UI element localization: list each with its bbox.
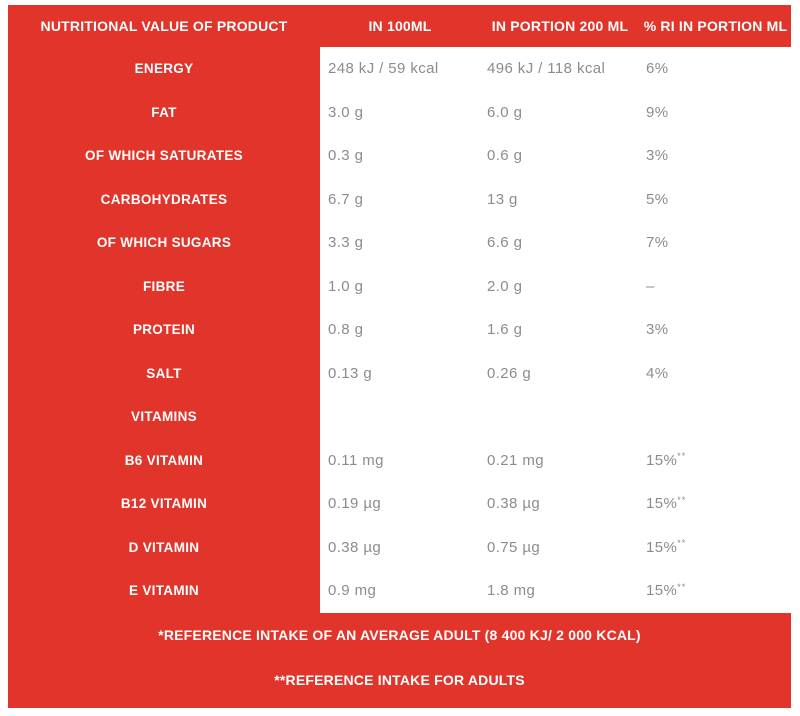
value-ri-portion: 15% ** (640, 482, 791, 526)
value-per-100ml: 0.13 g (320, 351, 480, 395)
row-label: SALT (146, 365, 182, 381)
column-header-per-100ml: IN 100ML (368, 18, 432, 34)
value-per-portion: 6.6 g (480, 221, 640, 265)
row-label: D VITAMIN (128, 539, 200, 555)
value-per-100ml: 3.3 g (320, 221, 480, 265)
row-label: VITAMINS (131, 409, 197, 425)
row-label: CARBOHYDRATES (100, 191, 228, 207)
value-per-100ml: 6.7 g (320, 177, 480, 221)
footnote-reference-intake-adult: *REFERENCE INTAKE OF AN AVERAGE ADULT (8… (158, 626, 641, 643)
row-label: FAT (151, 104, 177, 120)
header-row: NUTRITIONAL VALUE OF PRODUCT IN 100ML IN… (8, 5, 791, 47)
value-per-portion: 0.38 µg (480, 482, 640, 526)
table-row: B6 VITAMIN 0.11 mg 0.21 mg 15% ** (8, 438, 791, 482)
value-per-portion: 496 kJ / 118 kcal (480, 47, 640, 91)
value-per-portion: 0.75 µg (480, 525, 640, 569)
column-header-ri-portion: % RI IN PORTION ML (643, 18, 788, 34)
row-label: OF WHICH SUGARS (96, 235, 232, 251)
value-per-portion: 1.8 mg (480, 569, 640, 613)
value-ri-portion: 7% (640, 221, 791, 265)
column-header-per-portion: IN PORTION 200 ML (491, 18, 629, 34)
value-ri-portion: 4% (640, 351, 791, 395)
value-per-portion: 2.0 g (480, 264, 640, 308)
table-row: VITAMINS (8, 395, 791, 439)
row-label: B12 VITAMIN (120, 496, 208, 512)
row-label: OF WHICH SATURATES (85, 148, 243, 164)
value-per-100ml: 0.9 mg (320, 569, 480, 613)
table-row: OF WHICH SUGARS 3.3 g 6.6 g 7% (8, 221, 791, 265)
value-ri-portion: 15% ** (640, 438, 791, 482)
value-per-100ml: 0.19 µg (320, 482, 480, 526)
value-ri-portion: 3% (640, 134, 791, 178)
value-ri-portion: 3% (640, 308, 791, 352)
value-per-100ml: 248 kJ / 59 kcal (320, 47, 480, 91)
value-ri-portion: 9% (640, 90, 791, 134)
value-ri-portion: 6% (640, 47, 791, 91)
row-label: PROTEIN (132, 322, 196, 338)
table-row: OF WHICH SATURATES 0.3 g 0.6 g 3% (8, 134, 791, 178)
footnote-reference-intake-adults: **REFERENCE INTAKE FOR ADULTS (274, 671, 525, 688)
value-per-portion (480, 395, 640, 439)
column-header-product: NUTRITIONAL VALUE OF PRODUCT (40, 18, 288, 34)
table-row: E VITAMIN 0.9 mg 1.8 mg 15% ** (8, 569, 791, 613)
table-row: ENERGY 248 kJ / 59 kcal 496 kJ / 118 kca… (8, 47, 791, 91)
value-ri-portion: – (640, 264, 791, 308)
row-label: FIBRE (143, 278, 185, 294)
footnotes: *REFERENCE INTAKE OF AN AVERAGE ADULT (8… (8, 613, 791, 709)
value-per-100ml: 0.8 g (320, 308, 480, 352)
value-per-100ml: 0.38 µg (320, 525, 480, 569)
value-ri-portion: 5% (640, 177, 791, 221)
value-per-100ml (320, 395, 480, 439)
row-label: ENERGY (134, 61, 194, 77)
table-row: SALT 0.13 g 0.26 g 4% (8, 351, 791, 395)
value-per-portion: 0.26 g (480, 351, 640, 395)
value-per-portion: 0.6 g (480, 134, 640, 178)
table-row: CARBOHYDRATES 6.7 g 13 g 5% (8, 177, 791, 221)
value-per-100ml: 3.0 g (320, 90, 480, 134)
table-row: FIBRE 1.0 g 2.0 g – (8, 264, 791, 308)
table-row: D VITAMIN 0.38 µg 0.75 µg 15% ** (8, 525, 791, 569)
table-row: PROTEIN 0.8 g 1.6 g 3% (8, 308, 791, 352)
value-per-portion: 6.0 g (480, 90, 640, 134)
value-ri-portion (640, 395, 791, 439)
row-label: B6 VITAMIN (124, 452, 204, 468)
value-per-100ml: 0.3 g (320, 134, 480, 178)
value-per-portion: 0.21 mg (480, 438, 640, 482)
value-per-portion: 13 g (480, 177, 640, 221)
value-ri-portion: 15% ** (640, 569, 791, 613)
row-label: E VITAMIN (129, 583, 199, 599)
value-ri-portion: 15% ** (640, 525, 791, 569)
table-row: B12 VITAMIN 0.19 µg 0.38 µg 15% ** (8, 482, 791, 526)
table-row: FAT 3.0 g 6.0 g 9% (8, 90, 791, 134)
nutrition-table: NUTRITIONAL VALUE OF PRODUCT IN 100ML IN… (8, 5, 791, 708)
value-per-100ml: 0.11 mg (320, 438, 480, 482)
table-body: ENERGY 248 kJ / 59 kcal 496 kJ / 118 kca… (8, 47, 791, 613)
value-per-portion: 1.6 g (480, 308, 640, 352)
value-per-100ml: 1.0 g (320, 264, 480, 308)
